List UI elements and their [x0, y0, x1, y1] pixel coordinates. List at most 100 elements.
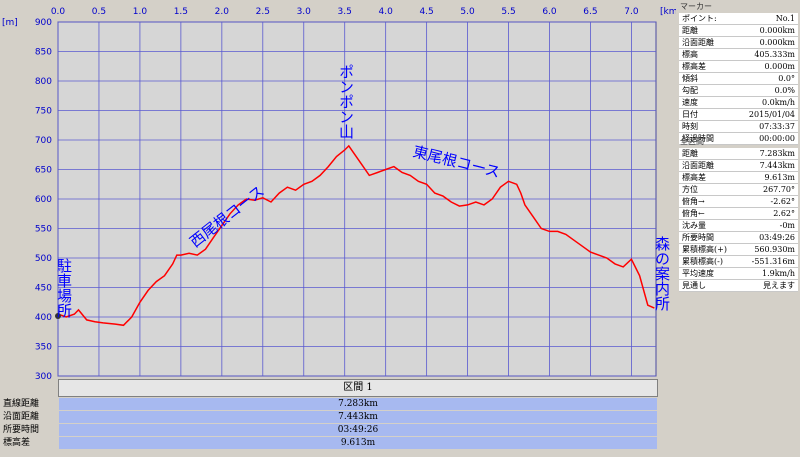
panel-row-value: 0.0%: [774, 86, 795, 95]
panel-row-value: -0m: [779, 221, 795, 230]
panel-row-key: 沿面距離: [682, 161, 714, 170]
panel-row: 方位 267.70°: [679, 184, 798, 196]
y-tick-label: 500: [35, 254, 52, 264]
panel-row: 標高差 0.000m: [679, 61, 798, 73]
panel-row-key: 俯角→: [682, 197, 705, 206]
row-label: 標高差: [3, 438, 31, 448]
section-header[interactable]: 区間 1: [58, 379, 658, 397]
all-section-title: 全区間: [680, 137, 704, 146]
section-row: 直線距離 7.283km: [0, 398, 676, 410]
panel-row: 俯角→ -2.62°: [679, 196, 798, 208]
x-tick-label: 6.5: [583, 7, 597, 17]
panel-row: 経過時間 00:00:00: [679, 133, 798, 145]
row-label: 所要時間: [3, 425, 40, 435]
x-tick-label: 1.0: [133, 7, 148, 17]
annotation-ponpon-peak: ポンポン山: [337, 64, 355, 139]
x-tick-label: 7.0: [624, 7, 639, 17]
y-tick-label: 650: [35, 166, 52, 176]
panel-row-key: 標高差: [682, 173, 706, 182]
x-tick-label: 6.0: [542, 7, 557, 17]
y-unit-label: [m]: [2, 18, 18, 28]
y-tick-label: 750: [35, 107, 52, 117]
elevation-chart[interactable]: 0.0 0.5 1.0 1.5 2.0 2.5 3.0 3.5 4.0 4.5 5.0 5.5 6.0 6…: [0, 0, 676, 380]
panel-row-value: 0.000km: [759, 38, 795, 47]
panel-row-key: 標高差: [682, 62, 706, 71]
row-value: 03:49:26: [59, 424, 657, 436]
panel-row-key: 沿面距離: [682, 38, 714, 47]
panel-row: 沿面距離 0.000km: [679, 37, 798, 49]
svg-text:駐車場所: 駐車場所: [55, 258, 73, 318]
panel-row-key: 沈み量: [682, 221, 706, 230]
y-tick-label: 800: [35, 77, 52, 87]
panel-row-value: 7.283km: [759, 149, 795, 158]
panel-row-key: 時刻: [682, 122, 698, 131]
x-unit-label: [km]: [660, 7, 676, 17]
panel-row: 傾斜 0.0°: [679, 73, 798, 85]
panel-row: 所要時間 03:49:26: [679, 232, 798, 244]
panel-row: 距離 0.000km: [679, 25, 798, 37]
row-value: 7.283km: [59, 398, 657, 410]
panel-row-value: No.1: [775, 14, 795, 23]
info-panel: マーカー ポイント: No.1 距離 0.000km 沿面距離 0.000km 標高 405.…: [678, 0, 800, 457]
marker-panel-title: マーカー: [680, 2, 712, 11]
row-label: 直線距離: [3, 399, 40, 409]
panel-row-value: 405.333m: [754, 50, 795, 59]
row-value: 9.613m: [59, 437, 657, 449]
panel-row: 累積標高(-) -551.316m: [679, 256, 798, 268]
section-row: 標高差 9.613m: [0, 437, 676, 449]
panel-row-value: 0.0°: [778, 74, 795, 83]
x-tick-label: 1.5: [174, 7, 188, 17]
panel-row: 日付 2015/01/04: [679, 109, 798, 121]
x-tick-label: 4.0: [379, 7, 394, 17]
panel-row: 累積標高(+) 560.930m: [679, 244, 798, 256]
x-tick-label: 0.5: [92, 7, 106, 17]
panel-row-key: 累積標高(-): [682, 257, 723, 266]
y-tick-label: 550: [35, 225, 52, 235]
panel-row: 俯角← 2.62°: [679, 208, 798, 220]
y-tick-label: 600: [35, 195, 52, 205]
x-tick-label: 2.5: [256, 7, 270, 17]
panel-row-value: 7.443km: [759, 161, 795, 170]
panel-row-value: 2.62°: [773, 209, 795, 218]
section-summary: 区間 1 直線距離 7.283km 沿面距離 7.443km 所要時間 03:4…: [0, 378, 676, 457]
panel-row: 速度 0.0km/h: [679, 97, 798, 109]
panel-row-key: 傾斜: [682, 74, 698, 83]
x-tick-label: 5.0: [460, 7, 475, 17]
panel-row: 沈み量 -0m: [679, 220, 798, 232]
panel-row-value: 267.70°: [763, 185, 795, 194]
panel-row-value: 0.0km/h: [761, 98, 795, 107]
y-tick-label: 400: [35, 313, 52, 323]
panel-row-key: 見通し: [682, 281, 706, 290]
x-tick-label: 2.0: [215, 7, 230, 17]
panel-row-value: -2.62°: [770, 197, 795, 206]
panel-row-value: 0.000m: [764, 62, 796, 71]
panel-row: 見通し 見えます: [679, 280, 798, 292]
panel-row-value: 9.613m: [764, 173, 796, 182]
panel-row-key: 標高: [682, 50, 698, 59]
panel-row: 距離 7.283km: [679, 148, 798, 160]
panel-row: 標高 405.333m: [679, 49, 798, 61]
panel-row: 沿面距離 7.443km: [679, 160, 798, 172]
section-row: 所要時間 03:49:26: [0, 424, 676, 436]
y-axis-ticks: 900 850 800 750 700 650 600 550 500 450 400 350 300: [35, 18, 52, 380]
annotation-parking: 駐車場所: [55, 258, 73, 318]
y-tick-label: 850: [35, 48, 52, 58]
y-tick-label: 700: [35, 136, 52, 146]
panel-row: 勾配 0.0%: [679, 85, 798, 97]
panel-row-key: 距離: [682, 26, 698, 35]
x-axis-ticks: 0.0 0.5 1.0 1.5 2.0 2.5 3.0 3.5 4.0 4.5 5.0 5.5 6.0 6…: [51, 7, 639, 17]
start-marker-icon[interactable]: [55, 313, 61, 319]
annotation-forest-info: 森の案内所: [653, 236, 671, 311]
panel-row-key: 日付: [682, 110, 698, 119]
panel-row: 標高差 9.613m: [679, 172, 798, 184]
panel-row-key: 平均速度: [682, 269, 714, 278]
x-tick-label: 5.5: [501, 7, 515, 17]
panel-row-key: 距離: [682, 149, 698, 158]
panel-row-value: 2015/01/04: [748, 110, 795, 119]
elevation-profile-line: [57, 144, 655, 327]
panel-row-key: 所要時間: [682, 233, 714, 242]
row-value: 7.443km: [59, 411, 657, 423]
panel-row-value: -551.316m: [751, 257, 795, 266]
row-label: 沿面距離: [3, 412, 40, 422]
y-tick-label: 350: [35, 343, 52, 353]
